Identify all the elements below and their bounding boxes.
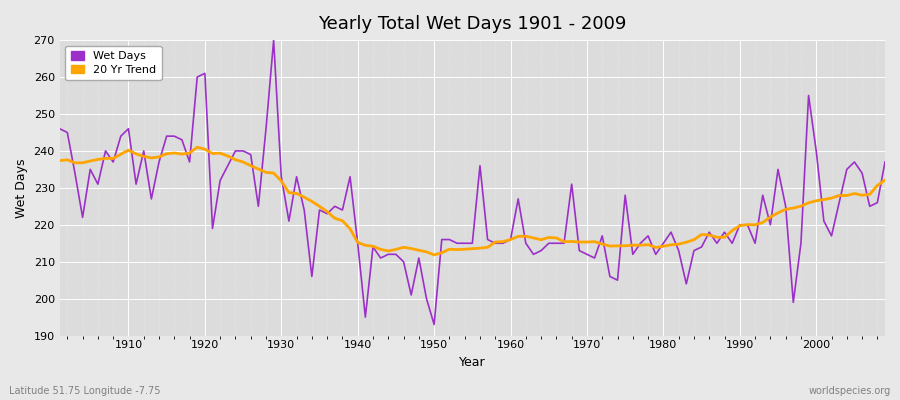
20 Yr Trend	[612, 244, 623, 248]
Wet Days	[612, 278, 623, 282]
20 Yr Trend	[337, 218, 347, 223]
Legend: Wet Days, 20 Yr Trend: Wet Days, 20 Yr Trend	[65, 46, 162, 80]
20 Yr Trend	[54, 158, 65, 163]
Wet Days	[428, 322, 439, 327]
Wet Days	[513, 196, 524, 201]
Wet Days	[337, 208, 347, 212]
Wet Days	[292, 174, 302, 179]
Wet Days	[520, 241, 531, 246]
Wet Days	[879, 160, 890, 164]
X-axis label: Year: Year	[459, 356, 486, 369]
Wet Days	[268, 38, 279, 42]
Title: Yearly Total Wet Days 1901 - 2009: Yearly Total Wet Days 1901 - 2009	[318, 15, 626, 33]
Text: worldspecies.org: worldspecies.org	[809, 386, 891, 396]
20 Yr Trend	[292, 191, 302, 196]
Line: Wet Days: Wet Days	[59, 40, 885, 324]
Wet Days	[115, 134, 126, 138]
20 Yr Trend	[428, 252, 439, 257]
20 Yr Trend	[513, 234, 524, 239]
Text: Latitude 51.75 Longitude -7.75: Latitude 51.75 Longitude -7.75	[9, 386, 160, 396]
20 Yr Trend	[192, 145, 202, 150]
Y-axis label: Wet Days: Wet Days	[15, 158, 28, 218]
20 Yr Trend	[115, 152, 126, 157]
Wet Days	[54, 126, 65, 131]
20 Yr Trend	[879, 178, 890, 182]
20 Yr Trend	[520, 234, 531, 239]
Line: 20 Yr Trend: 20 Yr Trend	[59, 147, 885, 255]
